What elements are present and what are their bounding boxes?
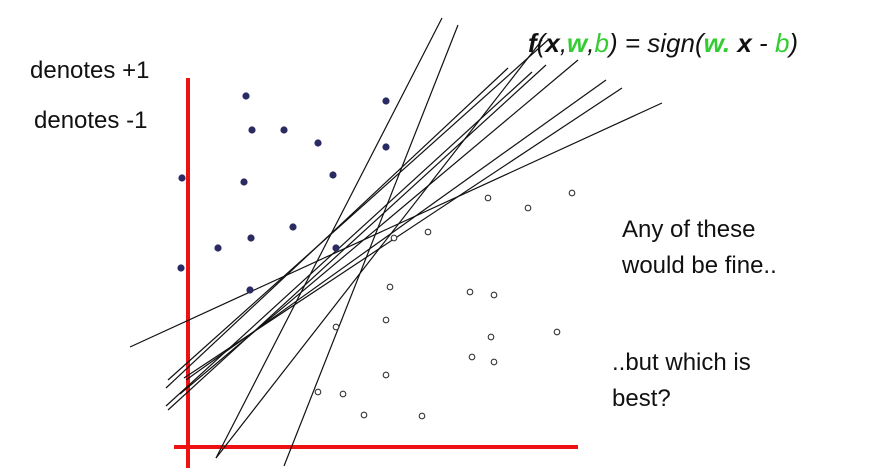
negative-point bbox=[418, 412, 426, 420]
negative-point bbox=[490, 358, 498, 366]
negative-point bbox=[339, 390, 347, 398]
negative-point bbox=[468, 353, 476, 361]
positive-point bbox=[177, 264, 185, 272]
formula-space bbox=[730, 28, 737, 58]
separating-line-2 bbox=[283, 24, 459, 467]
negative-point bbox=[490, 291, 498, 299]
formula-w: w bbox=[567, 28, 589, 58]
separating-line-4 bbox=[165, 67, 509, 389]
negative-point bbox=[314, 388, 322, 396]
formula-x: x bbox=[543, 28, 561, 58]
positive-point bbox=[246, 286, 254, 294]
formula-x2: x bbox=[735, 28, 753, 58]
negative-point bbox=[568, 189, 576, 197]
negative-point bbox=[332, 323, 340, 331]
positive-point bbox=[178, 174, 186, 182]
separating-line-5 bbox=[165, 71, 533, 407]
formula-close: ) bbox=[786, 28, 798, 58]
positive-points bbox=[177, 92, 390, 294]
negative-point bbox=[524, 204, 532, 212]
negative-point bbox=[390, 234, 398, 242]
negative-point bbox=[553, 328, 561, 336]
positive-point bbox=[240, 178, 248, 186]
negative-point bbox=[484, 194, 492, 202]
positive-point bbox=[382, 143, 390, 151]
formula-minus: - bbox=[752, 28, 775, 58]
negative-point bbox=[487, 333, 495, 341]
negative-point bbox=[466, 288, 474, 296]
legend-negative-label: denotes -1 bbox=[34, 107, 147, 134]
formula-b: b bbox=[595, 28, 609, 58]
positive-point bbox=[289, 223, 297, 231]
positive-point bbox=[280, 126, 288, 134]
note-line-3: ..but which is bbox=[612, 349, 751, 376]
separating-line-3 bbox=[167, 39, 549, 381]
separating-line-6 bbox=[167, 64, 547, 411]
positive-point bbox=[332, 244, 340, 252]
formula-b2: b bbox=[775, 28, 789, 58]
separating-lines bbox=[129, 17, 663, 467]
positive-point bbox=[248, 126, 256, 134]
formula-w2: w. bbox=[704, 28, 730, 58]
positive-point bbox=[247, 234, 255, 242]
separating-line-10 bbox=[129, 102, 663, 348]
legend-positive-label: denotes +1 bbox=[30, 57, 149, 84]
negative-point bbox=[360, 411, 368, 419]
note-line-2: would be fine.. bbox=[621, 252, 777, 279]
formula-sign: ) = sign( bbox=[606, 28, 706, 58]
negative-point bbox=[382, 316, 390, 324]
formula-comma2: , bbox=[587, 28, 594, 58]
positive-point bbox=[242, 92, 250, 100]
formula-f: f bbox=[528, 28, 539, 58]
positive-point bbox=[314, 139, 322, 147]
formula-open-paren: ( bbox=[537, 28, 548, 58]
negative-points bbox=[314, 189, 576, 420]
negative-point bbox=[382, 371, 390, 379]
negative-point bbox=[386, 283, 394, 291]
separating-line-11 bbox=[215, 39, 543, 459]
classifier-formula: f(x,w,b) = sign(w. x - b) bbox=[528, 28, 798, 58]
formula-comma1: , bbox=[560, 28, 567, 58]
note-line-1: Any of these bbox=[622, 216, 755, 243]
separating-line-7 bbox=[179, 59, 579, 395]
positive-point bbox=[214, 244, 222, 252]
note-line-4: best? bbox=[612, 385, 671, 412]
positive-point bbox=[329, 171, 337, 179]
separating-line-1 bbox=[215, 17, 443, 459]
positive-point bbox=[382, 97, 390, 105]
separating-line-9 bbox=[183, 87, 623, 379]
negative-point bbox=[424, 228, 432, 236]
